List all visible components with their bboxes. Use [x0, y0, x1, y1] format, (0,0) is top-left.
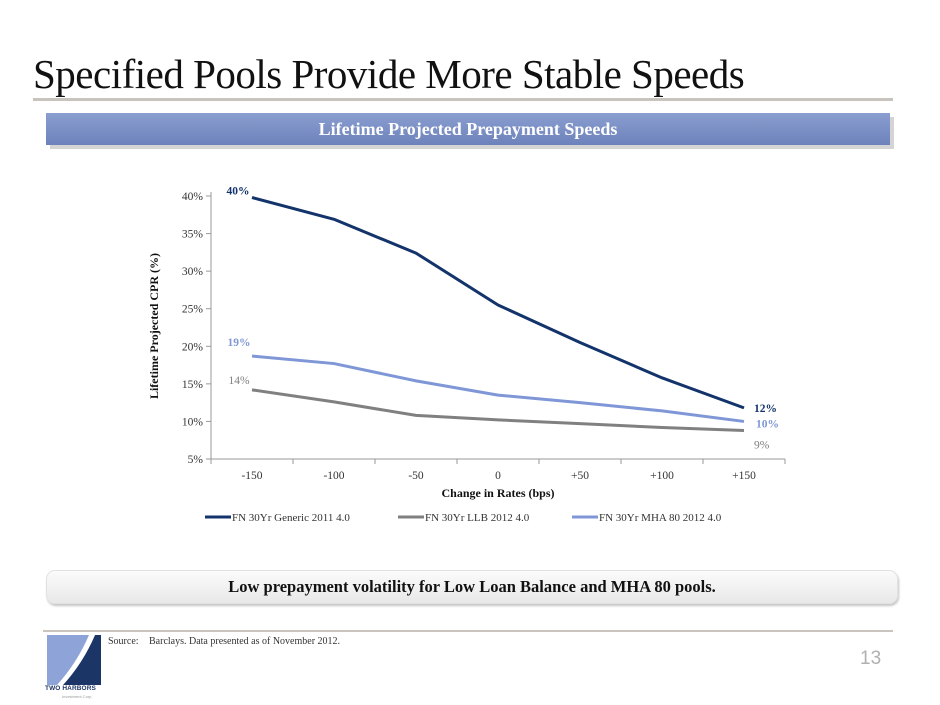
line-chart: 5% 10% 15% 20% 25% 30% 35% 40% -150 -100 -50 0 +50 +… — [147, 186, 786, 524]
footer-divider — [43, 630, 893, 632]
x-tick-label: -50 — [408, 470, 424, 482]
x-tick-label: -150 — [241, 470, 262, 482]
series-lines — [251, 196, 745, 432]
legend: FN 30Yr Generic 2011 4.0 FN 30Yr LLB 2012… — [205, 512, 722, 524]
series-line-2 — [251, 354, 745, 423]
legend-item-label: FN 30Yr MHA 80 2012 4.0 — [599, 512, 722, 524]
x-tick-label: +100 — [650, 470, 674, 482]
data-label-end: 12% — [754, 403, 777, 415]
legend-item-label: FN 30Yr Generic 2011 4.0 — [232, 512, 350, 524]
logo-text: TWO HARBORS — [45, 685, 96, 692]
y-tick-label: 20% — [182, 341, 204, 353]
data-label-start: 14% — [228, 375, 250, 387]
two-harbors-logo-icon — [47, 635, 101, 685]
data-label-start: 40% — [227, 186, 250, 198]
y-tick-label: 5% — [188, 454, 204, 466]
data-label-start: 19% — [228, 337, 251, 349]
x-tick-label: -100 — [323, 470, 344, 482]
title-divider — [33, 98, 893, 101]
y-tick-label: 25% — [182, 304, 204, 316]
series-line-0 — [251, 196, 745, 410]
x-tick-label: 0 — [495, 470, 501, 482]
y-tick-label: 30% — [182, 266, 204, 278]
y-tick-label: 10% — [182, 416, 204, 428]
y-axis: 5% 10% 15% 20% 25% 30% 35% 40% — [182, 191, 212, 466]
logo-subtext: Investment Corp. — [62, 694, 93, 699]
source-label: Source: — [108, 636, 139, 647]
source-text: Barclays. Data presented as of November … — [149, 636, 341, 647]
key-takeaway-callout: Low prepayment volatility for Low Loan B… — [46, 570, 898, 604]
y-tick-label: 40% — [182, 191, 204, 203]
chart-banner: Lifetime Projected Prepayment Speeds — [46, 113, 890, 145]
page-number: 13 — [860, 648, 882, 669]
x-axis-label: Change in Rates (bps) — [441, 486, 554, 500]
x-axis: -150 -100 -50 0 +50 +100 +150 — [210, 458, 786, 482]
legend-item-label: FN 30Yr LLB 2012 4.0 — [425, 512, 530, 524]
data-labels: 40% 12% 14% 9% 19% 10% — [227, 186, 780, 452]
slide-title: Specified Pools Provide More Stable Spee… — [33, 51, 745, 97]
data-label-end: 9% — [754, 439, 770, 451]
y-tick-label: 15% — [182, 379, 204, 391]
x-tick-label: +150 — [732, 470, 756, 482]
data-label-end: 10% — [756, 418, 779, 430]
source-note: Source: Barclays. Data presented as of No… — [108, 636, 340, 647]
y-axis-label: Lifetime Projected CPR (%) — [147, 253, 161, 399]
y-tick-label: 35% — [182, 229, 204, 241]
x-tick-label: +50 — [571, 470, 589, 482]
